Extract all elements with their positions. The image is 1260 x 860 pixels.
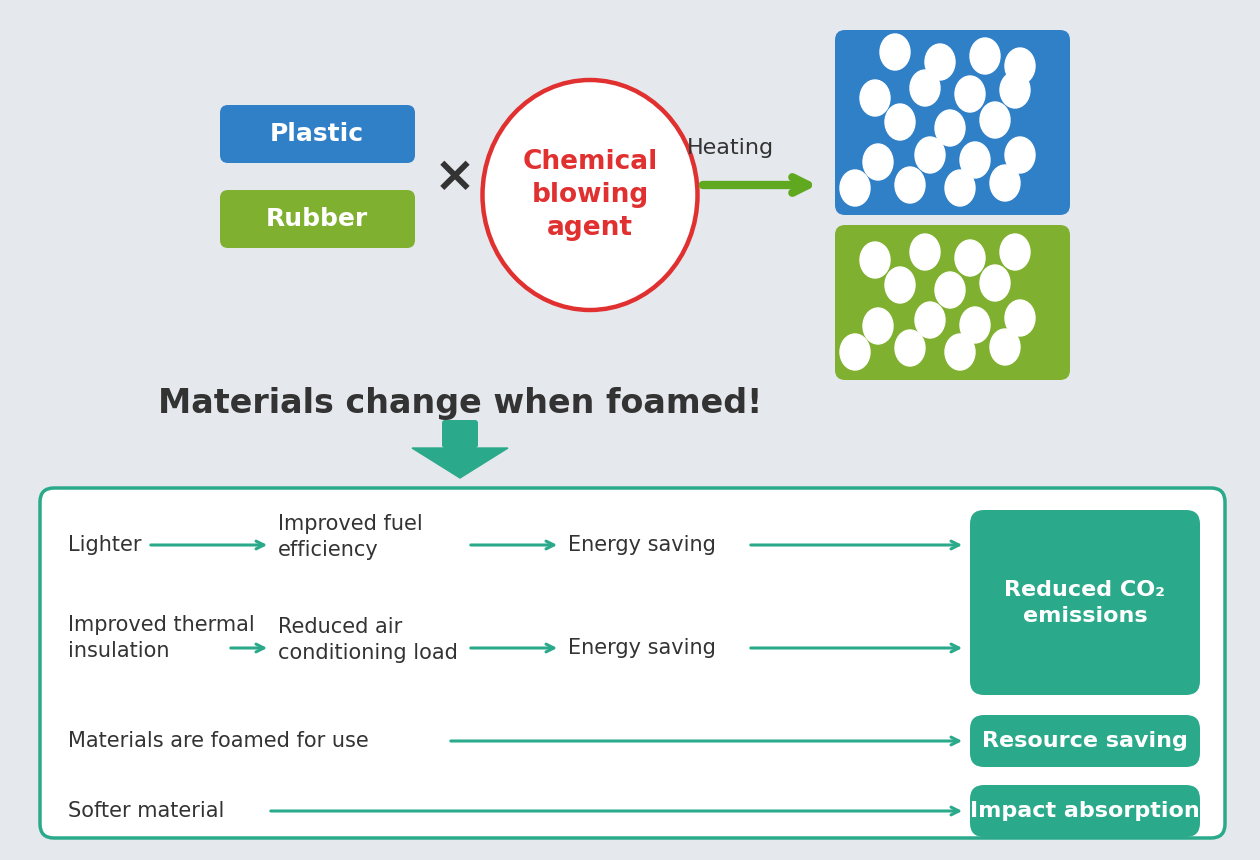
Ellipse shape xyxy=(863,144,893,180)
Ellipse shape xyxy=(945,334,975,370)
Ellipse shape xyxy=(935,110,965,146)
Ellipse shape xyxy=(955,240,985,276)
Ellipse shape xyxy=(840,170,869,206)
Text: Resource saving: Resource saving xyxy=(982,731,1188,751)
FancyBboxPatch shape xyxy=(220,105,415,163)
Text: Softer material: Softer material xyxy=(68,801,224,821)
Ellipse shape xyxy=(895,167,925,203)
Ellipse shape xyxy=(960,142,990,178)
Text: Plastic: Plastic xyxy=(270,122,364,146)
Text: Materials change when foamed!: Materials change when foamed! xyxy=(158,388,762,421)
Ellipse shape xyxy=(915,137,945,173)
Text: Reduced CO₂
emissions: Reduced CO₂ emissions xyxy=(1004,580,1166,626)
Ellipse shape xyxy=(1000,72,1029,108)
Ellipse shape xyxy=(1005,48,1034,84)
Ellipse shape xyxy=(915,302,945,338)
FancyBboxPatch shape xyxy=(970,715,1200,767)
Ellipse shape xyxy=(980,102,1011,138)
Ellipse shape xyxy=(895,330,925,366)
Ellipse shape xyxy=(910,234,940,270)
Text: Energy saving: Energy saving xyxy=(568,535,716,555)
Ellipse shape xyxy=(970,38,1000,74)
Ellipse shape xyxy=(861,242,890,278)
FancyBboxPatch shape xyxy=(835,30,1070,215)
Ellipse shape xyxy=(960,307,990,343)
Text: Chemical
blowing
agent: Chemical blowing agent xyxy=(523,149,658,241)
Ellipse shape xyxy=(990,165,1021,201)
Text: Improved fuel
efficiency: Improved fuel efficiency xyxy=(278,514,423,560)
Ellipse shape xyxy=(885,104,915,140)
Ellipse shape xyxy=(955,76,985,112)
Ellipse shape xyxy=(935,272,965,308)
Text: Materials are foamed for use: Materials are foamed for use xyxy=(68,731,369,751)
Ellipse shape xyxy=(990,329,1021,365)
Text: Reduced air
conditioning load: Reduced air conditioning load xyxy=(278,617,457,663)
Polygon shape xyxy=(412,448,508,478)
Ellipse shape xyxy=(840,334,869,370)
Ellipse shape xyxy=(879,34,910,70)
FancyBboxPatch shape xyxy=(970,785,1200,837)
Ellipse shape xyxy=(885,267,915,303)
Text: Impact absorption: Impact absorption xyxy=(970,801,1200,821)
Ellipse shape xyxy=(925,44,955,80)
Ellipse shape xyxy=(945,170,975,206)
Ellipse shape xyxy=(863,308,893,344)
Ellipse shape xyxy=(861,80,890,116)
FancyBboxPatch shape xyxy=(835,225,1070,380)
FancyBboxPatch shape xyxy=(442,420,478,448)
Text: Energy saving: Energy saving xyxy=(568,638,716,658)
FancyBboxPatch shape xyxy=(970,510,1200,695)
Text: Rubber: Rubber xyxy=(266,207,368,231)
FancyBboxPatch shape xyxy=(220,190,415,248)
Ellipse shape xyxy=(483,80,698,310)
Ellipse shape xyxy=(1000,234,1029,270)
Text: Lighter: Lighter xyxy=(68,535,141,555)
FancyBboxPatch shape xyxy=(40,488,1225,838)
Ellipse shape xyxy=(1005,300,1034,336)
Ellipse shape xyxy=(1005,137,1034,173)
Ellipse shape xyxy=(980,265,1011,301)
Ellipse shape xyxy=(910,70,940,106)
Text: ×: × xyxy=(433,153,476,201)
Text: Improved thermal
insulation: Improved thermal insulation xyxy=(68,615,255,660)
Text: Heating: Heating xyxy=(687,138,774,158)
